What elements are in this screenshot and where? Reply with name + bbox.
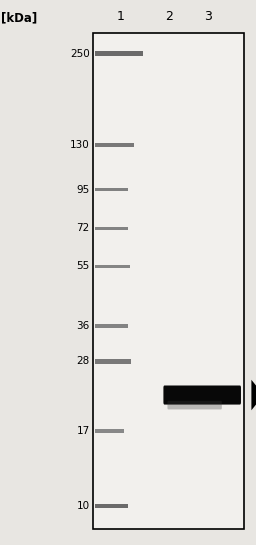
FancyBboxPatch shape (95, 504, 128, 508)
FancyBboxPatch shape (93, 33, 244, 529)
FancyBboxPatch shape (95, 187, 128, 191)
Text: 1: 1 (117, 10, 125, 23)
FancyBboxPatch shape (95, 143, 134, 148)
Text: [kDa]: [kDa] (1, 11, 38, 25)
Text: 2: 2 (165, 10, 173, 23)
FancyBboxPatch shape (95, 264, 130, 268)
Text: 95: 95 (76, 185, 90, 195)
FancyBboxPatch shape (95, 51, 143, 56)
Text: 36: 36 (76, 321, 90, 331)
FancyBboxPatch shape (95, 359, 131, 364)
Text: 10: 10 (77, 501, 90, 511)
Text: 17: 17 (76, 426, 90, 436)
Polygon shape (251, 380, 256, 410)
Text: 250: 250 (70, 49, 90, 58)
Text: 55: 55 (76, 261, 90, 271)
Text: 28: 28 (76, 356, 90, 366)
Text: 3: 3 (204, 10, 212, 23)
FancyBboxPatch shape (95, 429, 124, 433)
Text: 72: 72 (76, 223, 90, 233)
FancyBboxPatch shape (95, 227, 128, 230)
FancyBboxPatch shape (163, 385, 241, 404)
FancyBboxPatch shape (167, 401, 222, 409)
Text: 130: 130 (70, 141, 90, 150)
FancyBboxPatch shape (95, 324, 128, 328)
